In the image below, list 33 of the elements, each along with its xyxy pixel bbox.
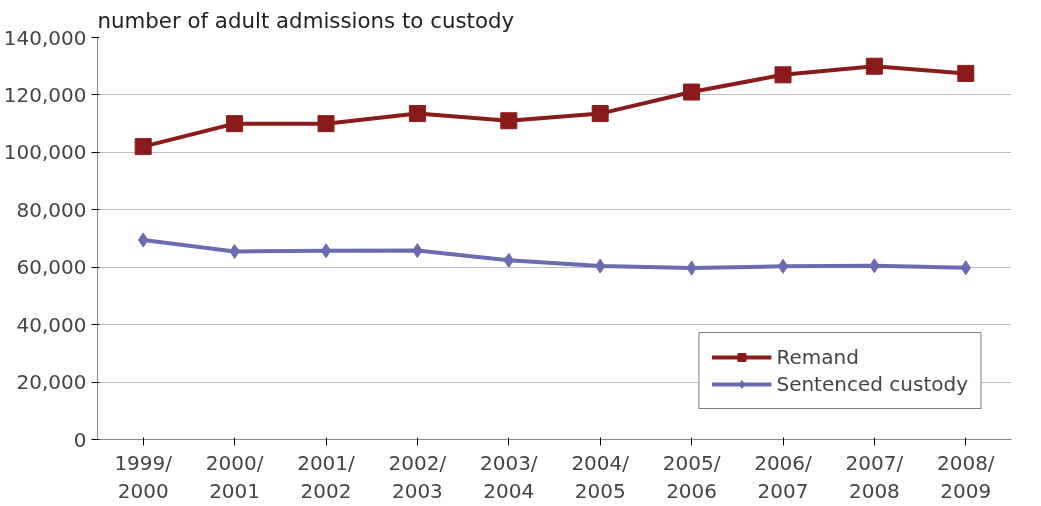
point bbox=[591, 105, 609, 123]
y-tick-label: 80,000 bbox=[16, 197, 87, 222]
x-tick-label: 2000/ 2001 bbox=[205, 450, 264, 504]
y-tick-label: 0 bbox=[73, 427, 87, 452]
legend-label: Sentenced custody bbox=[776, 372, 968, 396]
y-tick-label: 60,000 bbox=[16, 255, 87, 280]
y-tick-label: 20,000 bbox=[16, 370, 87, 395]
point bbox=[777, 258, 789, 274]
x-tick-label: 2002/ 2003 bbox=[388, 450, 447, 504]
point bbox=[865, 57, 883, 75]
x-tick-label: 1999/ 2000 bbox=[114, 450, 173, 504]
point bbox=[317, 115, 335, 133]
x-tick-label: 2005/ 2006 bbox=[662, 450, 721, 504]
y-tick-label: 120,000 bbox=[3, 82, 87, 107]
point bbox=[774, 66, 792, 84]
x-tick-label: 2007/ 2008 bbox=[845, 450, 904, 504]
point bbox=[408, 105, 426, 123]
point bbox=[320, 243, 332, 259]
point bbox=[134, 138, 152, 156]
x-tick-label: 2004/ 2005 bbox=[571, 450, 630, 504]
point bbox=[226, 115, 244, 133]
x-tick-label: 2008/ 2009 bbox=[936, 450, 995, 504]
y-axis-title: number of adult admissions to custody bbox=[97, 7, 515, 33]
point bbox=[500, 112, 518, 130]
y-tick-label: 140,000 bbox=[3, 25, 87, 50]
y-tick-label: 40,000 bbox=[16, 312, 87, 337]
point bbox=[683, 83, 701, 101]
x-tick-label: 2001/ 2002 bbox=[297, 450, 356, 504]
point bbox=[957, 64, 975, 82]
x-tick-label: 2006/ 2007 bbox=[754, 450, 813, 504]
y-tick-label: 100,000 bbox=[3, 140, 87, 165]
x-tick-label: 2003/ 2004 bbox=[479, 450, 538, 504]
legend-label: Remand bbox=[776, 345, 859, 369]
